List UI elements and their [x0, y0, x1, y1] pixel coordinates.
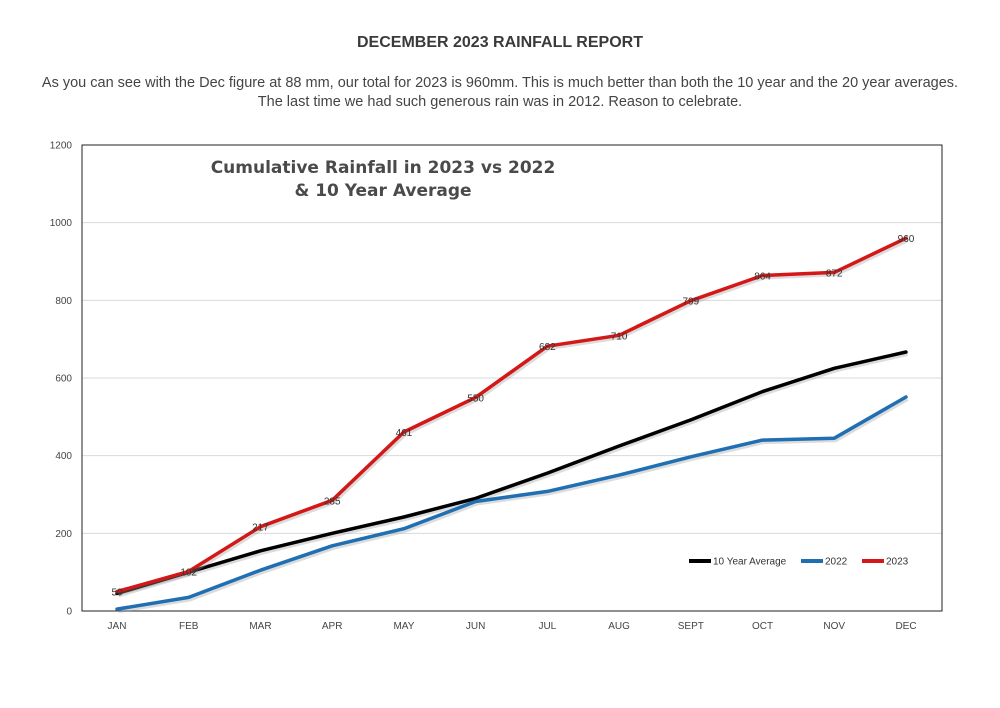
x-tick-label: MAY [393, 621, 414, 632]
y-tick-label: 1000 [50, 218, 73, 229]
legend-label: 2022 [825, 557, 848, 568]
x-tick-label: FEB [179, 621, 199, 632]
y-axis: 0 200 400 600 800 1000 1200 [50, 141, 73, 618]
y-tick-label: 800 [55, 296, 72, 307]
grid-lines [82, 222, 942, 534]
data-label: 285 [324, 496, 341, 507]
x-tick-label: DEC [895, 621, 916, 632]
report-title: DECEMBER 2023 RAINFALL REPORT [357, 34, 643, 51]
x-axis: JAN FEB MAR APR MAY JUN JUL AUG SEPT OCT NOV DEC [108, 621, 917, 632]
report-text-line-1: As you can see with the Dec figure at 88… [41, 75, 959, 91]
series-line-shadow [117, 352, 908, 598]
data-label: 682 [539, 342, 556, 353]
data-label: 217 [252, 523, 269, 534]
x-tick-label: AUG [608, 621, 630, 632]
y-tick-label: 200 [55, 529, 72, 540]
y-tick-label: 1200 [50, 141, 73, 152]
data-label: 864 [754, 271, 771, 282]
data-label: 102 [180, 567, 197, 578]
y-tick-label: 400 [55, 451, 72, 462]
report-text: As you can see with the Dec figure at 88… [30, 74, 970, 112]
data-label: 799 [682, 297, 699, 308]
x-tick-label: APR [322, 621, 343, 632]
series-line-shadow [117, 238, 909, 596]
data-label: 710 [611, 331, 628, 342]
data-label: 550 [467, 393, 484, 404]
y-tick-label: 0 [66, 607, 72, 618]
data-label: 50 [111, 588, 123, 599]
x-tick-label: NOV [823, 621, 845, 632]
data-label: 960 [898, 234, 915, 245]
chart-title-line-2: & 10 Year Average [294, 181, 471, 201]
x-tick-label: OCT [752, 621, 773, 632]
chart-title-line-1: Cumulative Rainfall in 2023 vs 2022 [211, 158, 556, 178]
x-tick-label: JAN [108, 621, 127, 632]
series-line-shadow [118, 397, 909, 614]
series-line-1 [115, 350, 908, 596]
data-label: 461 [396, 428, 413, 439]
y-tick-label: 600 [55, 374, 72, 385]
series-line-2 [115, 395, 908, 611]
x-tick-label: JUN [466, 621, 485, 632]
report-text-line-2: The last time we had such generous rain … [257, 94, 743, 110]
series-line-3 [115, 236, 908, 594]
legend-label: 2023 [886, 557, 909, 568]
series-lines [115, 236, 909, 614]
x-tick-label: MAR [249, 621, 271, 632]
plot-frame [81, 144, 943, 612]
x-tick-label: JUL [538, 621, 556, 632]
legend: 10 Year Average 2022 2023 [689, 557, 909, 568]
data-labels: 50 102 217 285 461 550 682 710 799 864 872 960 [111, 234, 914, 598]
data-label: 872 [826, 268, 843, 279]
x-tick-label: SEPT [678, 621, 704, 632]
legend-label: 10 Year Average [713, 557, 787, 568]
